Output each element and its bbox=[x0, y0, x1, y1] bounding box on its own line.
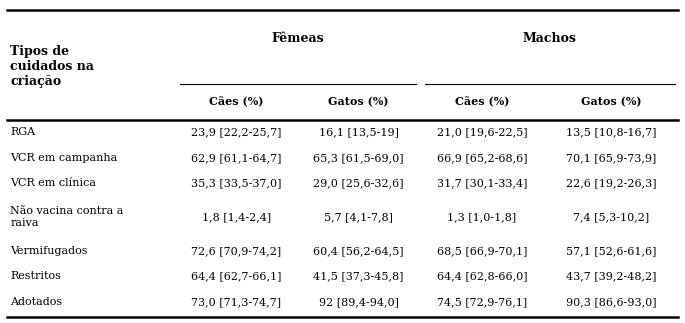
Text: 13,5 [10,8-16,7]: 13,5 [10,8-16,7] bbox=[566, 127, 657, 137]
Text: RGA: RGA bbox=[10, 127, 36, 137]
Text: Fêmeas: Fêmeas bbox=[272, 32, 324, 45]
Text: Vermifugados: Vermifugados bbox=[10, 246, 88, 256]
Text: Não vacina contra a
raiva: Não vacina contra a raiva bbox=[10, 206, 124, 228]
Text: Tipos de
cuidados na
criação: Tipos de cuidados na criação bbox=[10, 45, 95, 88]
Text: VCR em clínica: VCR em clínica bbox=[10, 178, 97, 188]
Text: 23,9 [22,2-25,7]: 23,9 [22,2-25,7] bbox=[191, 127, 282, 137]
Text: 70,1 [65,9-73,9]: 70,1 [65,9-73,9] bbox=[566, 153, 656, 163]
Text: 62,9 [61,1-64,7]: 62,9 [61,1-64,7] bbox=[191, 153, 282, 163]
Text: 21,0 [19,6-22,5]: 21,0 [19,6-22,5] bbox=[436, 127, 527, 137]
Text: Gatos (%): Gatos (%) bbox=[581, 96, 642, 107]
Text: 1,8 [1,4-2,4]: 1,8 [1,4-2,4] bbox=[201, 212, 271, 222]
Text: Gatos (%): Gatos (%) bbox=[328, 96, 389, 107]
Text: 64,4 [62,8-66,0]: 64,4 [62,8-66,0] bbox=[436, 271, 527, 281]
Text: Machos: Machos bbox=[523, 32, 577, 45]
Text: 60,4 [56,2-64,5]: 60,4 [56,2-64,5] bbox=[313, 246, 404, 256]
Text: 35,3 [33,5-37,0]: 35,3 [33,5-37,0] bbox=[191, 178, 282, 188]
Text: 72,6 [70,9-74,2]: 72,6 [70,9-74,2] bbox=[191, 246, 282, 256]
Text: VCR em campanha: VCR em campanha bbox=[10, 153, 118, 163]
Text: 7,4 [5,3-10,2]: 7,4 [5,3-10,2] bbox=[573, 212, 649, 222]
Text: 66,9 [65,2-68,6]: 66,9 [65,2-68,6] bbox=[436, 153, 527, 163]
Text: Restritos: Restritos bbox=[10, 271, 61, 281]
Text: 41,5 [37,3-45,8]: 41,5 [37,3-45,8] bbox=[313, 271, 404, 281]
Text: Adotados: Adotados bbox=[10, 297, 62, 307]
Text: 68,5 [66,9-70,1]: 68,5 [66,9-70,1] bbox=[436, 246, 527, 256]
Text: Cães (%): Cães (%) bbox=[209, 96, 264, 107]
Text: Cães (%): Cães (%) bbox=[455, 96, 509, 107]
Text: 16,1 [13,5-19]: 16,1 [13,5-19] bbox=[319, 127, 399, 137]
Text: 65,3 [61,5-69,0]: 65,3 [61,5-69,0] bbox=[313, 153, 404, 163]
Text: 92 [89,4-94,0]: 92 [89,4-94,0] bbox=[319, 297, 399, 307]
Text: 90,3 [86,6-93,0]: 90,3 [86,6-93,0] bbox=[566, 297, 657, 307]
Text: 73,0 [71,3-74,7]: 73,0 [71,3-74,7] bbox=[191, 297, 282, 307]
Text: 43,7 [39,2-48,2]: 43,7 [39,2-48,2] bbox=[566, 271, 657, 281]
Text: 1,3 [1,0-1,8]: 1,3 [1,0-1,8] bbox=[447, 212, 516, 222]
Text: 22,6 [19,2-26,3]: 22,6 [19,2-26,3] bbox=[566, 178, 657, 188]
Text: 57,1 [52,6-61,6]: 57,1 [52,6-61,6] bbox=[566, 246, 657, 256]
Text: 31,7 [30,1-33,4]: 31,7 [30,1-33,4] bbox=[436, 178, 527, 188]
Text: 74,5 [72,9-76,1]: 74,5 [72,9-76,1] bbox=[437, 297, 527, 307]
Text: 29,0 [25,6-32,6]: 29,0 [25,6-32,6] bbox=[313, 178, 404, 188]
Text: 64,4 [62,7-66,1]: 64,4 [62,7-66,1] bbox=[191, 271, 282, 281]
Text: 5,7 [4,1-7,8]: 5,7 [4,1-7,8] bbox=[324, 212, 393, 222]
